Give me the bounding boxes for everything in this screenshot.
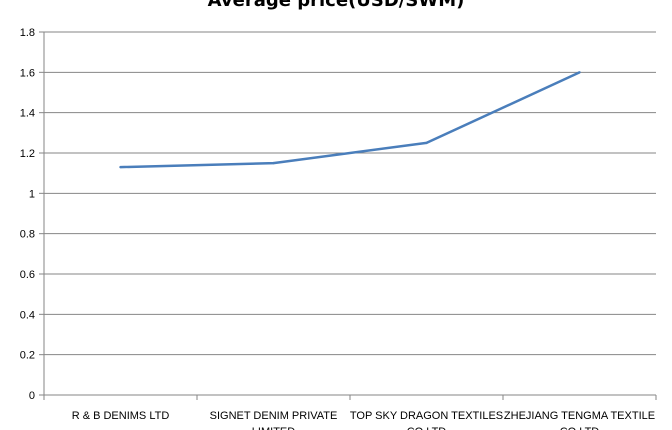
y-tick-label: 0.2 [20, 350, 35, 362]
y-tick-label: 0.4 [20, 309, 35, 321]
series-line [120, 71, 581, 169]
x-tick-label: R & B DENIMS LTD [72, 410, 170, 422]
data-point [425, 141, 428, 145]
data-point [272, 161, 275, 165]
y-tick-label: 1.2 [20, 148, 35, 160]
x-tick-label: TOP SKY DRAGON TEXTILESCO LTD [350, 410, 503, 430]
x-tick-label: SIGNET DENIM PRIVATELIMITED [210, 410, 338, 430]
chart-title: Average price(USD/SWM) [207, 0, 465, 11]
x-tick-label: ZHEJIANG TENGMA TEXTILECO LTD [504, 410, 655, 430]
y-tick-label: 1 [29, 188, 35, 200]
y-tick-label: 0 [29, 390, 35, 402]
y-tick-label: 1.8 [20, 27, 35, 39]
y-tick-label: 1.4 [20, 108, 35, 120]
data-point [119, 165, 122, 169]
data-point [578, 71, 581, 74]
y-tick-label: 0.6 [20, 269, 35, 281]
y-tick-label: 1.6 [20, 67, 35, 79]
y-tick-label: 0.8 [20, 229, 35, 241]
